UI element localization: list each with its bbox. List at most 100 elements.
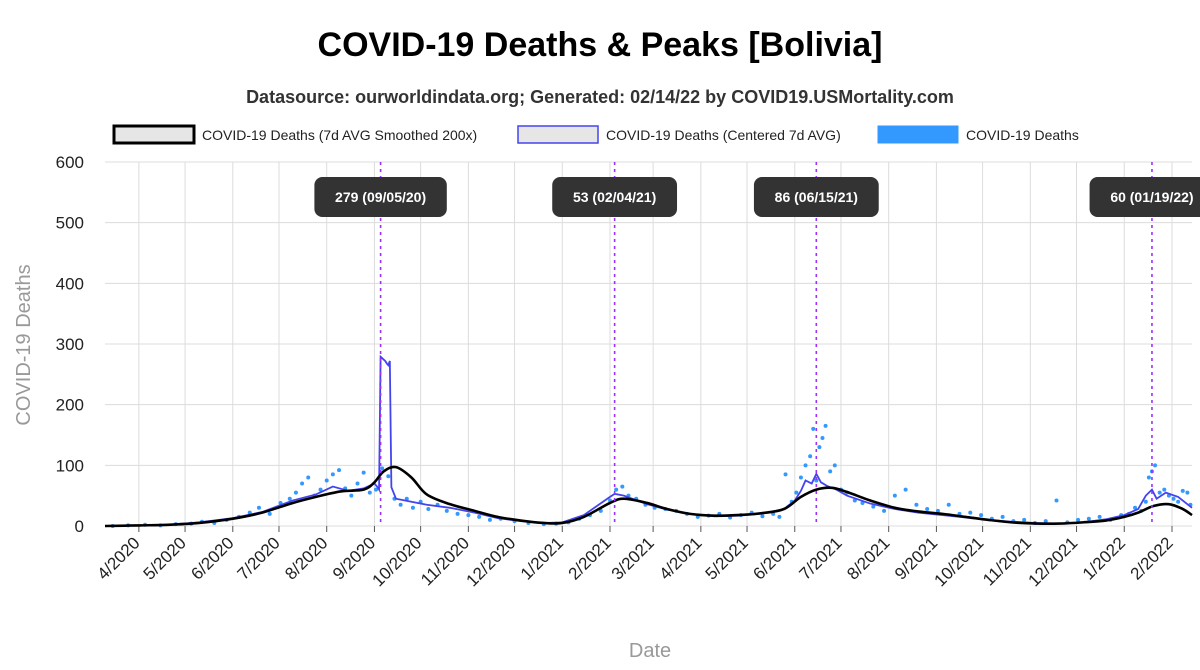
y-tick-label: 600 — [56, 153, 84, 172]
deaths-point — [386, 474, 391, 479]
deaths-point — [426, 507, 431, 512]
y-tick-label: 400 — [56, 274, 84, 293]
deaths-point — [760, 514, 765, 519]
y-tick-label: 300 — [56, 335, 84, 354]
deaths-point — [892, 493, 897, 498]
deaths-point — [946, 502, 951, 507]
peak-label-box — [1089, 177, 1200, 217]
legend-swatch-centered-avg — [517, 125, 599, 144]
deaths-point — [404, 496, 409, 501]
y-tick-label: 0 — [75, 517, 84, 536]
deaths-point — [300, 481, 305, 486]
legend-swatch-smoothed — [112, 124, 196, 145]
legend: COVID-19 Deaths (7d AVG Smoothed 200x) C… — [112, 124, 1079, 145]
deaths-point — [466, 513, 471, 518]
legend-label-deaths: COVID-19 Deaths — [966, 127, 1079, 143]
deaths-point — [808, 454, 813, 459]
deaths-point — [1146, 475, 1151, 480]
deaths-point — [614, 487, 619, 492]
deaths-point — [1054, 498, 1059, 503]
deaths-point — [1097, 514, 1102, 519]
deaths-point — [373, 487, 378, 492]
deaths-point — [477, 514, 482, 519]
chart-title: COVID-19 Deaths & Peaks [Bolivia] — [318, 26, 883, 64]
deaths-point — [925, 507, 930, 512]
deaths-point — [306, 475, 311, 480]
deaths-point — [903, 487, 908, 492]
deaths-point — [814, 478, 819, 483]
deaths-point — [777, 514, 782, 519]
deaths-point — [823, 423, 828, 428]
deaths-point — [979, 513, 984, 518]
deaths-point — [1022, 517, 1027, 522]
deaths-point — [1157, 490, 1162, 495]
deaths-point — [914, 502, 919, 507]
legend-label-smoothed: COVID-19 Deaths (7d AVG Smoothed 200x) — [202, 127, 477, 143]
deaths-point — [828, 469, 833, 474]
deaths-point — [798, 475, 803, 480]
deaths-point — [832, 463, 837, 468]
deaths-point — [380, 466, 385, 471]
peak-label-text: 53 (02/04/21) — [573, 189, 656, 205]
deaths-point — [1180, 488, 1185, 493]
deaths-point — [620, 484, 625, 489]
deaths-point — [817, 445, 822, 450]
deaths-point — [293, 490, 298, 495]
peak-label-box — [314, 177, 447, 217]
deaths-point — [318, 487, 323, 492]
deaths-point — [487, 517, 492, 522]
deaths-point — [794, 490, 799, 495]
deaths-point — [455, 511, 460, 516]
deaths-point — [1043, 519, 1048, 524]
deaths-point — [287, 496, 292, 501]
deaths-point — [803, 463, 808, 468]
deaths-point — [882, 508, 887, 513]
deaths-point — [968, 510, 973, 515]
deaths-point — [355, 481, 360, 486]
deaths-point — [398, 502, 403, 507]
y-tick-label: 200 — [56, 396, 84, 415]
peak-label-box — [753, 177, 879, 217]
line-series-group — [104, 354, 1193, 528]
deaths-point — [1133, 505, 1138, 510]
deaths-point — [1176, 499, 1181, 504]
deaths-point — [267, 511, 272, 516]
peak-label-text: 86 (06/15/21) — [775, 189, 858, 205]
deaths-point — [1153, 463, 1158, 468]
deaths-point — [1000, 514, 1005, 519]
legend-swatch-deaths — [877, 125, 959, 144]
x-gridlines — [138, 162, 1173, 532]
y-axis-tick-labels: 0 100 200 300 400 500 600 — [56, 153, 84, 536]
deaths-point — [361, 470, 366, 475]
deaths-point — [1162, 487, 1167, 492]
deaths-point — [324, 478, 329, 483]
deaths-point — [330, 472, 335, 477]
deaths-point — [410, 505, 415, 510]
deaths-point — [820, 436, 825, 441]
y-tick-label: 100 — [56, 456, 84, 475]
deaths-point — [1143, 499, 1148, 504]
peak-label-text: 60 (01/19/22) — [1110, 189, 1193, 205]
deaths-point — [871, 504, 876, 509]
deaths-point — [1171, 496, 1176, 501]
chart-subtitle: Datasource: ourworldindata.org; Generate… — [246, 87, 954, 107]
deaths-point — [1185, 490, 1190, 495]
y-tick-label: 500 — [56, 214, 84, 233]
peak-label-text: 279 (09/05/20) — [335, 189, 426, 205]
deaths-point — [256, 505, 261, 510]
deaths-point — [444, 508, 449, 513]
x-axis-title: Date — [629, 640, 671, 662]
peak-label-box — [552, 177, 678, 217]
legend-label-centered-avg: COVID-19 Deaths (Centered 7d AVG) — [606, 127, 841, 143]
y-axis-title: COVID-19 Deaths — [13, 264, 35, 425]
smoothed-7d-avg-line — [104, 465, 1193, 528]
deaths-point — [349, 493, 354, 498]
deaths-point — [811, 426, 816, 431]
deaths-point — [367, 490, 372, 495]
deaths-point — [1086, 516, 1091, 521]
deaths-point — [337, 468, 342, 473]
deaths-point — [1076, 517, 1081, 522]
peak-annotations: 279 (09/05/20) 53 (02/04/21) 86 (06/15/21)… — [314, 162, 1200, 526]
